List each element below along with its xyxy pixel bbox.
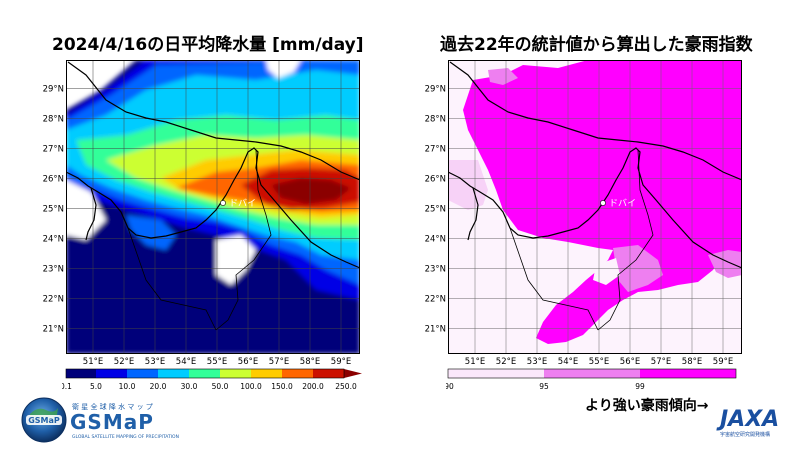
lat-label: 28°N (43, 115, 64, 125)
index-colorbar: 90 95 99 (446, 368, 737, 391)
colorbar-tick: 0.1 (62, 382, 72, 391)
precipitation-map: ドバイ (66, 60, 360, 354)
jaxa-logo: JAXA 宇宙航空研究開発機構 (716, 407, 779, 438)
precip-map-title: 2024/4/16の日平均降水量 [mm/day] (52, 35, 364, 55)
lon-label: 53°E (527, 357, 547, 367)
map-frame (66, 60, 360, 354)
borders (509, 149, 654, 331)
colorbar-segment (189, 369, 220, 378)
lat-label: 29°N (43, 85, 64, 95)
gsmap-wordmark: GSMaP (70, 410, 154, 434)
heavy-rain-index-title: 過去22年の統計値から算出した豪雨指数 (440, 35, 753, 55)
colorbar-tick: 250.0 (335, 382, 357, 391)
lat-label: 26°N (43, 175, 64, 185)
lat-label: 25°N (425, 205, 446, 215)
colorbar-segment (251, 369, 282, 378)
heavy-rain-index-map: ドバイ (448, 60, 742, 354)
lat-label: 23°N (43, 265, 64, 275)
stronger-trend-label: より強い豪雨傾向→ (585, 398, 709, 414)
lon-label: 59°E (331, 357, 351, 367)
colorbar-segment (220, 369, 251, 378)
dry-area-south (216, 235, 256, 285)
colorbar-tick: 95 (539, 382, 549, 391)
jaxa-subtitle: 宇宙航空研究開発機構 (720, 431, 770, 438)
lat-label: 27°N (425, 145, 446, 155)
jaxa-wordmark: JAXA (716, 407, 779, 432)
colorbar-tick: 150.0 (271, 382, 293, 391)
colorbar-segment (313, 369, 344, 378)
lat-label: 21°N (43, 325, 64, 335)
rain-field-250 (271, 178, 351, 204)
grid-lines (448, 60, 742, 354)
lat-label: 25°N (43, 205, 64, 215)
dubai-label: ドバイ (609, 198, 636, 209)
precip-colorbar: 0.1 5.0 10.0 20.0 30.0 50.0 100.0 150.0 … (62, 368, 362, 391)
colorbar-tick: 30.0 (181, 382, 198, 391)
colorbar-segment (158, 369, 189, 378)
gsmap-logo: GSMaP 衛 星 全 球 降 水 マ ッ プ GSMaP GLOBAL SAT… (21, 397, 179, 443)
gsmap-badge-text: GSMaP (28, 416, 60, 425)
lat-label: 21°N (425, 325, 446, 335)
lon-label: 59°E (713, 357, 733, 367)
colorbar-tick: 90 (446, 382, 454, 391)
colorbar-tick: 20.0 (150, 382, 167, 391)
lon-label: 54°E (176, 357, 196, 367)
lat-label: 22°N (425, 295, 446, 305)
grid-lines (66, 60, 360, 354)
colorbar-tick: 200.0 (302, 382, 324, 391)
lon-label: 53°E (145, 357, 165, 367)
lon-label: 57°E (269, 357, 289, 367)
index-map-axes: 29°N 28°N 27°N 26°N 25°N 24°N 23°N 22°N … (425, 85, 734, 367)
lon-label: 51°E (83, 357, 103, 367)
globe-badge (26, 415, 62, 425)
colorbar-segment (544, 369, 640, 378)
rain-patch-south (126, 215, 176, 250)
lon-label: 58°E (300, 357, 320, 367)
lat-label: 24°N (43, 235, 64, 245)
lon-label: 55°E (589, 357, 609, 367)
index-95-zone (488, 68, 518, 85)
dubai-marker (220, 200, 226, 206)
dubai-marker (600, 200, 606, 206)
lon-label: 57°E (651, 357, 671, 367)
lon-label: 56°E (620, 357, 640, 367)
colorbar-tick: 10.0 (119, 382, 136, 391)
colorbar-segment (640, 369, 736, 378)
precip-map-axes: 29°N 28°N 27°N 26°N 25°N 24°N 23°N 22°N … (43, 85, 352, 367)
colorbar-extend-arrow (344, 369, 362, 378)
gsmap-jp-text: 衛 星 全 球 降 水 マ ッ プ (72, 402, 153, 411)
lon-label: 54°E (558, 357, 578, 367)
lon-label: 56°E (238, 357, 258, 367)
lat-label: 27°N (43, 145, 64, 155)
colorbar-segment (66, 369, 96, 378)
lon-label: 52°E (114, 357, 134, 367)
colorbar-segment (282, 369, 313, 378)
lon-label: 52°E (496, 357, 516, 367)
colorbar-segment (127, 369, 158, 378)
lat-label: 28°N (425, 115, 446, 125)
map-frame (448, 60, 742, 354)
colorbar-tick: 99 (635, 382, 645, 391)
lon-label: 58°E (682, 357, 702, 367)
lon-label: 51°E (465, 357, 485, 367)
colorbar-segment (448, 369, 544, 378)
lat-label: 23°N (425, 265, 446, 275)
colorbar-segments (66, 369, 362, 378)
index-low-zone (593, 258, 620, 285)
dry-strip-west (66, 180, 106, 240)
colorbar-tick: 5.0 (90, 382, 102, 391)
dubai-label: ドバイ (229, 198, 256, 209)
colorbar-tick: 50.0 (212, 382, 229, 391)
lat-label: 26°N (425, 175, 446, 185)
lon-label: 55°E (207, 357, 227, 367)
lat-label: 24°N (425, 235, 446, 245)
lat-label: 22°N (43, 295, 64, 305)
lat-label: 29°N (425, 85, 446, 95)
borders (127, 149, 272, 331)
dry-area-ne (266, 60, 301, 78)
gsmap-subtitle: GLOBAL SATELLITE MAPPING OF PRECIPITATIO… (72, 434, 179, 440)
colorbar-tick: 100.0 (240, 382, 262, 391)
colorbar-segment (96, 369, 127, 378)
